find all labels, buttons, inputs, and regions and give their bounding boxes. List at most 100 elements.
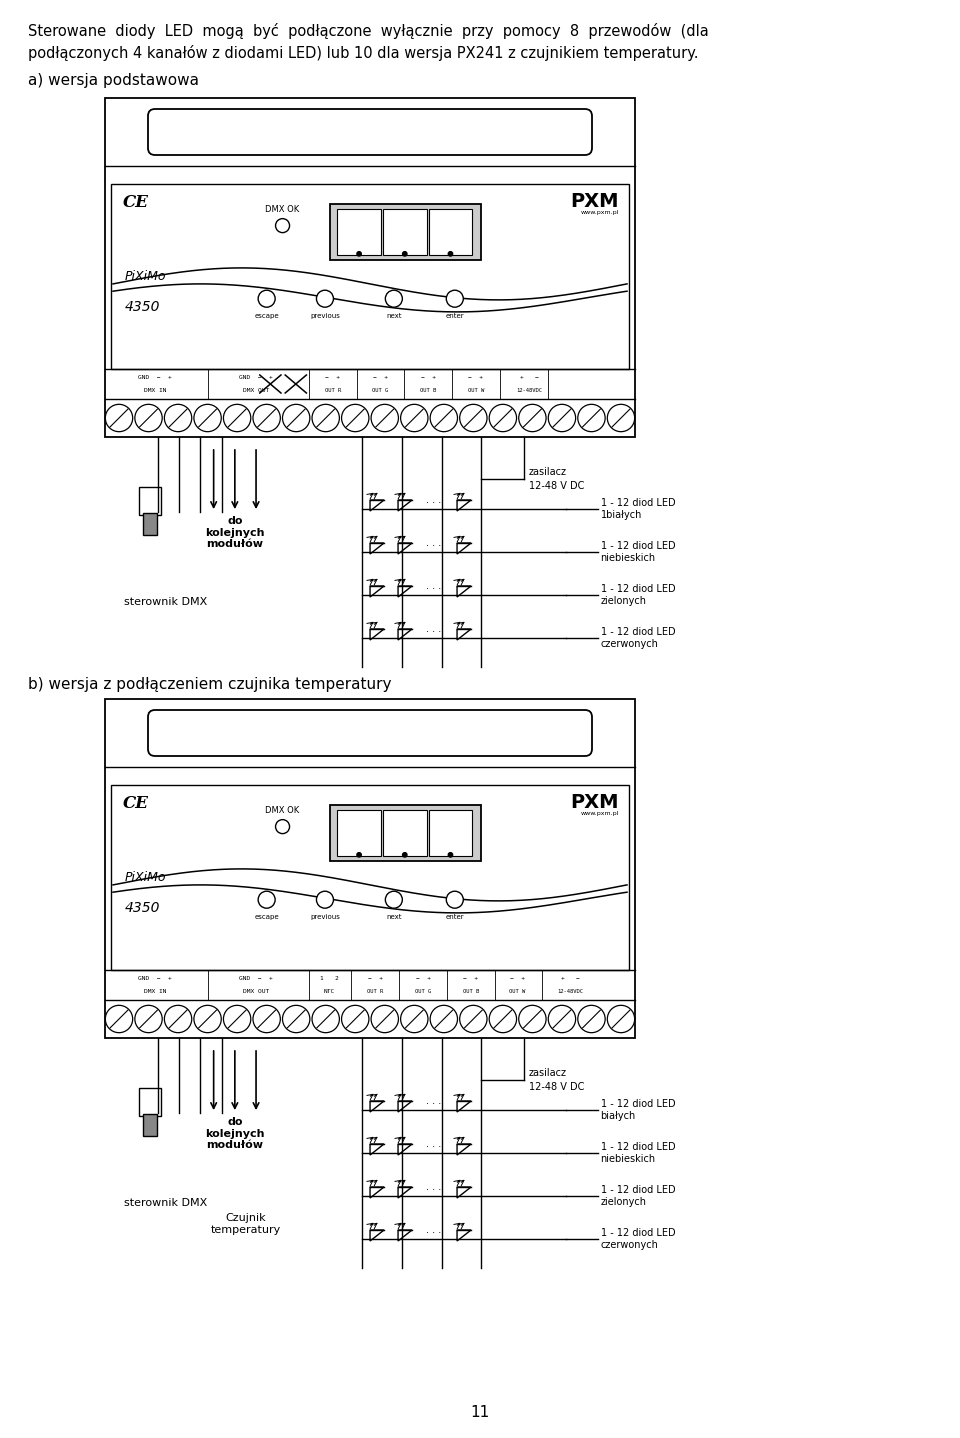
Circle shape	[106, 1005, 132, 1032]
Circle shape	[258, 290, 276, 308]
Circle shape	[372, 1005, 398, 1032]
Text: PiXiMo: PiXiMo	[125, 871, 166, 884]
Circle shape	[446, 892, 464, 909]
Circle shape	[448, 853, 453, 857]
Bar	[330, 805, 481, 861]
Text: −  +: − +	[510, 976, 525, 981]
Circle shape	[312, 1005, 340, 1032]
Text: . . .: . . .	[426, 1182, 442, 1192]
Text: do
kolejnych
modułów: do kolejnych modułów	[205, 516, 265, 549]
Text: −  +: − +	[368, 976, 383, 981]
Text: −  +: − +	[373, 375, 388, 380]
Text: zasilacz: zasilacz	[529, 467, 566, 477]
Bar	[337, 210, 381, 255]
Text: 1 - 12 diod LED
1białych: 1 - 12 diod LED 1białych	[601, 498, 675, 519]
Circle shape	[460, 1005, 487, 1032]
Bar	[337, 811, 381, 856]
Circle shape	[372, 404, 398, 431]
Text: 1 - 12 diod LED
zielonych: 1 - 12 diod LED zielonych	[601, 1185, 675, 1206]
Circle shape	[518, 1005, 546, 1032]
Bar	[139, 487, 161, 515]
Text: . . .: . . .	[426, 581, 442, 591]
Circle shape	[224, 404, 251, 431]
Text: www.pxm.pl: www.pxm.pl	[581, 811, 619, 815]
Text: DMX IN: DMX IN	[144, 989, 167, 994]
Circle shape	[253, 404, 280, 431]
Bar	[428, 811, 472, 856]
Circle shape	[430, 1005, 458, 1032]
Circle shape	[194, 1005, 221, 1032]
Text: DMX OK: DMX OK	[265, 805, 300, 814]
Text: 1 - 12 diod LED
niebieskich: 1 - 12 diod LED niebieskich	[601, 1142, 675, 1163]
Bar	[383, 210, 426, 255]
Circle shape	[312, 404, 340, 431]
Text: GND  −  +: GND − +	[138, 375, 172, 380]
Text: NTC: NTC	[324, 989, 335, 994]
Circle shape	[342, 404, 369, 431]
Text: b) wersja z podłączeniem czujnika temperatury: b) wersja z podłączeniem czujnika temper…	[28, 677, 392, 692]
Text: 11: 11	[470, 1405, 490, 1419]
Text: DMX IN: DMX IN	[144, 388, 167, 393]
Circle shape	[548, 404, 576, 431]
Text: OUT B: OUT B	[463, 989, 479, 994]
Text: enter: enter	[445, 312, 464, 319]
Circle shape	[106, 404, 132, 431]
Circle shape	[357, 853, 361, 857]
Circle shape	[164, 404, 192, 431]
Text: PXM: PXM	[570, 193, 619, 211]
Text: 1 - 12 diod LED
niebieskich: 1 - 12 diod LED niebieskich	[601, 541, 675, 562]
Text: +   −: + −	[519, 375, 539, 380]
Text: 12-48VDC: 12-48VDC	[558, 989, 584, 994]
Text: −  +: − +	[416, 976, 430, 981]
Circle shape	[224, 1005, 251, 1032]
FancyBboxPatch shape	[148, 710, 592, 756]
Circle shape	[164, 1005, 192, 1032]
Circle shape	[608, 404, 635, 431]
Text: sterownik DMX: sterownik DMX	[125, 1198, 207, 1208]
Text: DMX OUT: DMX OUT	[243, 989, 269, 994]
Circle shape	[282, 1005, 310, 1032]
Circle shape	[194, 404, 221, 431]
Circle shape	[282, 404, 310, 431]
Text: . . .: . . .	[426, 538, 442, 548]
Circle shape	[317, 290, 333, 308]
Circle shape	[578, 404, 605, 431]
Text: OUT G: OUT G	[372, 388, 389, 393]
Circle shape	[448, 252, 453, 256]
Bar	[428, 210, 472, 255]
Text: PXM: PXM	[570, 792, 619, 812]
Text: 12-48 V DC: 12-48 V DC	[529, 1081, 584, 1091]
Text: −  +: − +	[325, 375, 341, 380]
Text: do
kolejnych
modułów: do kolejnych modułów	[205, 1117, 265, 1150]
Circle shape	[253, 1005, 280, 1032]
Text: Czujnik
temperatury: Czujnik temperatury	[210, 1214, 280, 1235]
Text: enter: enter	[445, 913, 464, 920]
Text: zasilacz: zasilacz	[529, 1068, 566, 1078]
Text: 1   2: 1 2	[320, 976, 339, 981]
Bar	[105, 98, 635, 437]
Text: −  +: − +	[468, 375, 484, 380]
Text: previous: previous	[310, 312, 340, 319]
Text: 1 - 12 diod LED
czerwonych: 1 - 12 diod LED czerwonych	[601, 1228, 675, 1250]
Text: 1 - 12 diod LED
czerwonych: 1 - 12 diod LED czerwonych	[601, 627, 675, 649]
Text: OUT B: OUT B	[420, 388, 437, 393]
Circle shape	[342, 1005, 369, 1032]
Circle shape	[608, 1005, 635, 1032]
Text: GND  −  +: GND − +	[239, 375, 273, 380]
Circle shape	[402, 252, 407, 256]
Text: www.pxm.pl: www.pxm.pl	[581, 210, 619, 216]
Text: podłączonych 4 kanałów z diodami LED) lub 10 dla wersja PX241 z czujnikiem tempe: podłączonych 4 kanałów z diodami LED) lu…	[28, 45, 699, 60]
Circle shape	[578, 1005, 605, 1032]
Text: . . .: . . .	[426, 1096, 442, 1106]
Text: GND  −  +: GND − +	[138, 976, 172, 981]
Text: next: next	[386, 913, 401, 920]
Text: PiXiMo: PiXiMo	[125, 270, 166, 283]
Text: . . .: . . .	[426, 495, 442, 505]
Text: DMX OK: DMX OK	[265, 204, 300, 214]
Text: OUT R: OUT R	[367, 989, 383, 994]
Text: sterownik DMX: sterownik DMX	[125, 597, 207, 607]
Text: OUT G: OUT G	[415, 989, 431, 994]
Text: −  +: − +	[420, 375, 436, 380]
Circle shape	[402, 853, 407, 857]
Text: previous: previous	[310, 913, 340, 920]
